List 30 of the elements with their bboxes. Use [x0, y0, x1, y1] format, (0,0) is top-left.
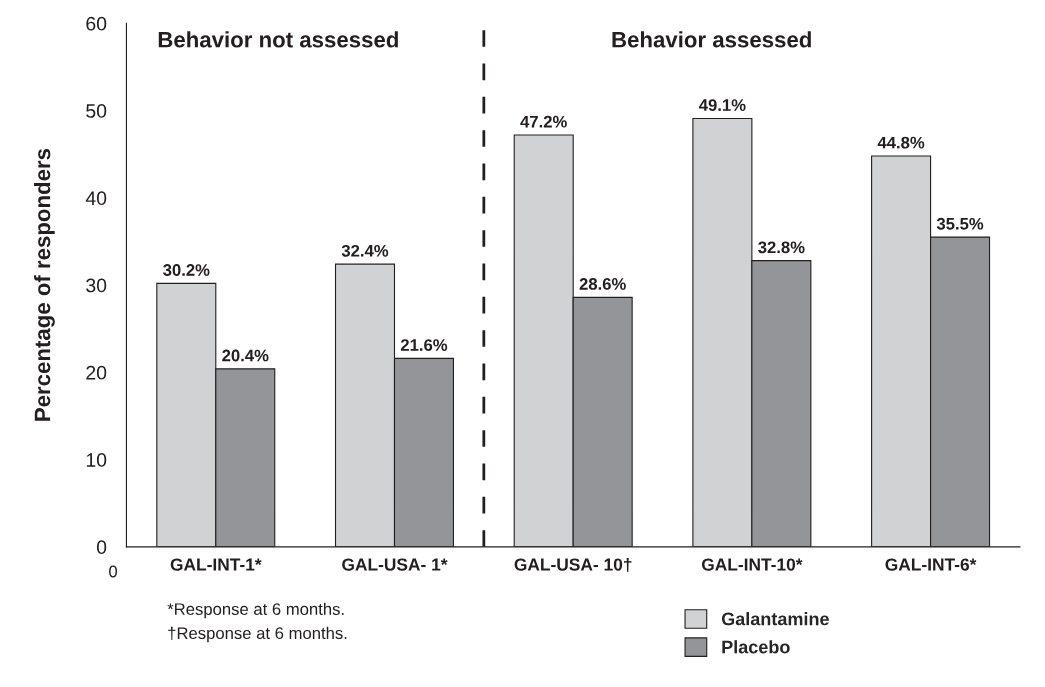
data-label: 49.1%	[699, 99, 746, 111]
y-tick-label: 40	[85, 191, 107, 206]
x-tick-label: GAL-INT-6*	[885, 558, 977, 571]
y-axis-title: Percentage of responders	[34, 148, 55, 421]
x-tick-label: GAL-INT-10*	[701, 558, 803, 571]
data-label: 28.6%	[579, 278, 626, 290]
x-tick-label: GAL-USA- 10†	[514, 557, 632, 572]
x-tick-label: GAL-INT-1*	[170, 558, 262, 571]
y-tick-label: 10	[86, 453, 107, 467]
data-label: 47.2%	[520, 115, 567, 128]
data-label: 20.4%	[222, 349, 269, 362]
data-label: 30.2%	[163, 264, 210, 276]
text: †Response at 6 months.	[168, 626, 347, 643]
data-label: 32.4%	[341, 244, 389, 257]
data-label: 44.8%	[877, 136, 925, 149]
text: *Response at 6 months.	[167, 602, 344, 619]
legend-label: Galantamine	[721, 612, 829, 626]
y-tick-label: 30	[86, 278, 107, 293]
annotation: Behavior not assessed	[158, 31, 398, 48]
x-tick-label: GAL-USA- 1*	[342, 558, 448, 571]
data-label: 32.8%	[758, 241, 805, 254]
text: 0	[109, 565, 118, 578]
y-tick-label: 50	[86, 104, 107, 118]
data-label: 35.5%	[936, 217, 984, 230]
data-label: 21.6%	[400, 339, 448, 351]
y-tick-label: 60	[86, 16, 107, 31]
y-tick-label: 0	[96, 540, 107, 555]
y-tick-label: 20	[86, 365, 107, 380]
legend-label: Placebo	[722, 640, 790, 654]
annotation: Behavior assessed	[612, 31, 811, 48]
